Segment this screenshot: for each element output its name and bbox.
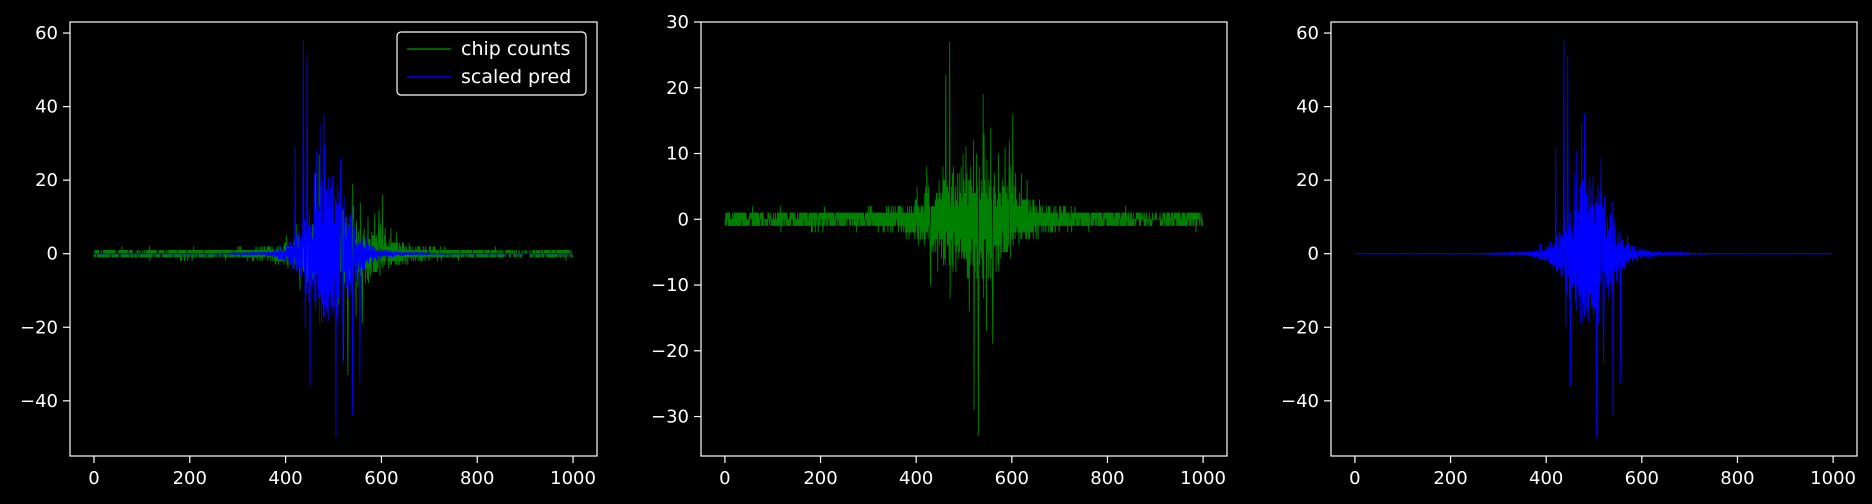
y-tick-label: 20 [1296, 170, 1319, 191]
x-tick-label: 200 [1433, 468, 1467, 489]
axes-frame [1330, 21, 1858, 457]
x-tick-label: 0 [719, 468, 730, 489]
y-tick-label: 60 [35, 23, 58, 44]
panel-middle: 0 200 400 600 800 1000 −30 −20 −10 0 10 20 30 [651, 12, 1228, 489]
panel-left: 0 200 400 600 800 1000 −40 −20 0 20 40 60 [20, 21, 598, 489]
x-tick-label: 200 [803, 468, 837, 489]
series-line-chip-counts [724, 41, 1204, 437]
y-tick-label: −40 [20, 391, 58, 412]
series-line-scaled-pred [93, 40, 573, 438]
y-tick-label: −30 [651, 407, 689, 428]
x-tick-label: 800 [460, 468, 494, 489]
x-tick-label: 1000 [1180, 468, 1226, 489]
y-tick-label: 40 [35, 97, 58, 118]
y-tick-label: 0 [1308, 244, 1319, 265]
axes-frame [700, 21, 1228, 457]
y-tick-label: −20 [1281, 317, 1319, 338]
y-tick-label: 0 [47, 244, 58, 265]
x-tick-label: 600 [1625, 468, 1659, 489]
x-tick-label: 600 [364, 468, 398, 489]
y-tick-label: 0 [678, 209, 689, 230]
x-tick-label: 400 [899, 468, 933, 489]
legend-frame [396, 31, 587, 96]
y-tick-label: −10 [651, 275, 689, 296]
y-tick-label: 10 [666, 144, 689, 165]
x-tick-label: 800 [1720, 468, 1754, 489]
legend: chip counts scaled pred [396, 31, 587, 96]
y-tick-label: 20 [35, 170, 58, 191]
y-tick-label: −20 [20, 317, 58, 338]
y-tick-label: −20 [651, 341, 689, 362]
x-tick-label: 600 [995, 468, 1029, 489]
y-tick-label: 40 [1296, 97, 1319, 118]
x-tick-label: 200 [173, 468, 207, 489]
y-tick-label: 60 [1296, 23, 1319, 44]
x-tick-label: 1000 [1810, 468, 1856, 489]
y-tick-label: 30 [666, 12, 689, 33]
legend-label-scaled-pred: scaled pred [461, 66, 571, 88]
legend-label-chip-counts: chip counts [461, 38, 570, 60]
x-tick-label: 400 [1529, 468, 1563, 489]
x-tick-label: 1000 [550, 468, 596, 489]
x-tick-label: 0 [88, 468, 99, 489]
series-line-scaled-pred [1354, 40, 1833, 438]
x-tick-label: 400 [268, 468, 302, 489]
y-tick-label: −40 [1281, 391, 1319, 412]
axes-frame [69, 21, 598, 457]
y-tick-label: 20 [666, 78, 689, 99]
x-tick-label: 800 [1090, 468, 1124, 489]
x-tick-label: 0 [1349, 468, 1360, 489]
panel-right: 0 200 400 600 800 1000 −40 −20 0 20 40 60 [1281, 21, 1858, 489]
